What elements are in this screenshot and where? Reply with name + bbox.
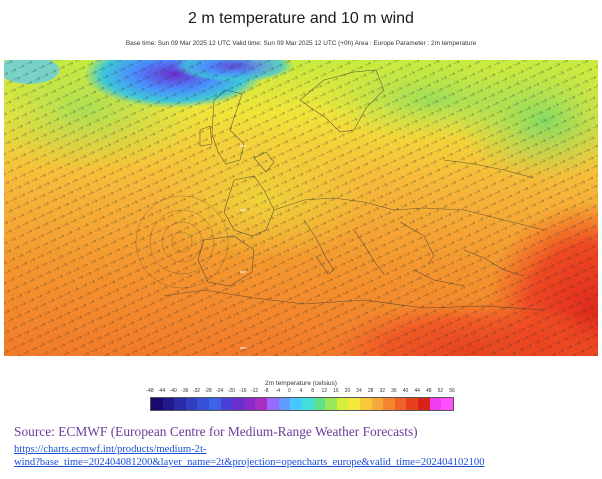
- legend-tick-label: -48: [146, 388, 154, 394]
- colorbar-swatch: [162, 398, 175, 410]
- colorbar-swatch: [336, 398, 349, 410]
- colorbar-swatch: [255, 398, 268, 410]
- legend-tick-label: -40: [169, 388, 177, 394]
- legend-tick-label: 24: [356, 388, 362, 394]
- legend-tick-label: -8: [263, 388, 269, 394]
- legend-tick-label: -16: [239, 388, 247, 394]
- temperature-colorbar: [150, 397, 454, 411]
- legend-tick-label: 56: [449, 388, 455, 394]
- legend-tick-label: 16: [333, 388, 339, 394]
- colorbar-swatch: [185, 398, 198, 410]
- colorbar-swatch: [441, 398, 453, 410]
- legend-tick-label: -20: [227, 388, 235, 394]
- colorbar-swatch: [243, 398, 256, 410]
- colorbar-swatch: [383, 398, 395, 410]
- colorbar-swatch: [325, 398, 337, 410]
- legend-tick-label: 52: [437, 388, 444, 394]
- colorbar-swatch: [418, 398, 430, 410]
- colorbar-swatch: [232, 398, 244, 410]
- legend-tick-label: -24: [216, 388, 224, 394]
- legend-tick-label: 8: [311, 388, 314, 394]
- legend-tick-label: 48: [425, 388, 432, 394]
- source-text: Source: ECMWF (European Centre for Mediu…: [14, 424, 418, 439]
- colorbar-swatch: [197, 398, 210, 410]
- legend-tick-label: -44: [157, 388, 166, 394]
- colorbar-swatch: [267, 398, 279, 410]
- colorbar-swatch: [359, 398, 372, 410]
- chart-title: 2 m temperature and 10 m wind: [188, 10, 414, 27]
- legend-title: 2m temperature (celsius): [265, 380, 337, 387]
- colorbar-swatch: [371, 398, 384, 410]
- legend-tick-label: -12: [250, 388, 259, 394]
- legend-tick-label: 4: [299, 388, 303, 394]
- colorbar-swatch: [278, 398, 291, 410]
- colorbar-swatch: [348, 398, 360, 410]
- legend-ticks: -48 -44 -40 -36 -32 -28 -24 -20 -16 -12 -8 -4 0 4 8 12 1…: [146, 388, 455, 396]
- legend-tick-label: -36: [181, 388, 189, 394]
- colorbar-swatch: [220, 398, 233, 410]
- legend-tick-label: -32: [192, 388, 201, 394]
- colorbar-swatch: [313, 398, 326, 410]
- legend-tick-label: 12: [321, 388, 327, 394]
- source-link[interactable]: https://charts.ecmwf.int/products/medium…: [14, 443, 594, 469]
- colorbar-swatch: [394, 398, 407, 410]
- temperature-wind-map[interactable]: [4, 60, 598, 356]
- colorbar-swatch: [406, 398, 419, 410]
- legend-tick-label: 36: [391, 388, 397, 394]
- legend-tick-label: 32: [379, 388, 386, 394]
- source-link-line2[interactable]: wind?base_time=202404081200&layer_name=2…: [14, 457, 485, 468]
- legend-tick-label: 28: [367, 388, 374, 394]
- legend-tick-label: 44: [414, 388, 420, 394]
- colorbar-swatch: [174, 398, 186, 410]
- source-link-line1[interactable]: https://charts.ecmwf.int/products/medium…: [14, 444, 207, 455]
- legend-tick-label: -28: [204, 388, 212, 394]
- colorbar-swatch: [151, 398, 163, 410]
- colorbar-swatch: [429, 398, 442, 410]
- legend-tick-label: -4: [275, 388, 280, 394]
- legend-tick-label: 20: [344, 388, 351, 394]
- colorbar-swatch: [301, 398, 314, 410]
- chart-subtitle: Base time: Sun 09 Mar 2025 12 UTC Valid …: [125, 40, 477, 47]
- legend-tick-label: 0: [287, 388, 291, 394]
- colorbar-swatch: [209, 398, 221, 410]
- legend-tick-label: 40: [402, 388, 409, 394]
- colorbar-swatch: [290, 398, 302, 410]
